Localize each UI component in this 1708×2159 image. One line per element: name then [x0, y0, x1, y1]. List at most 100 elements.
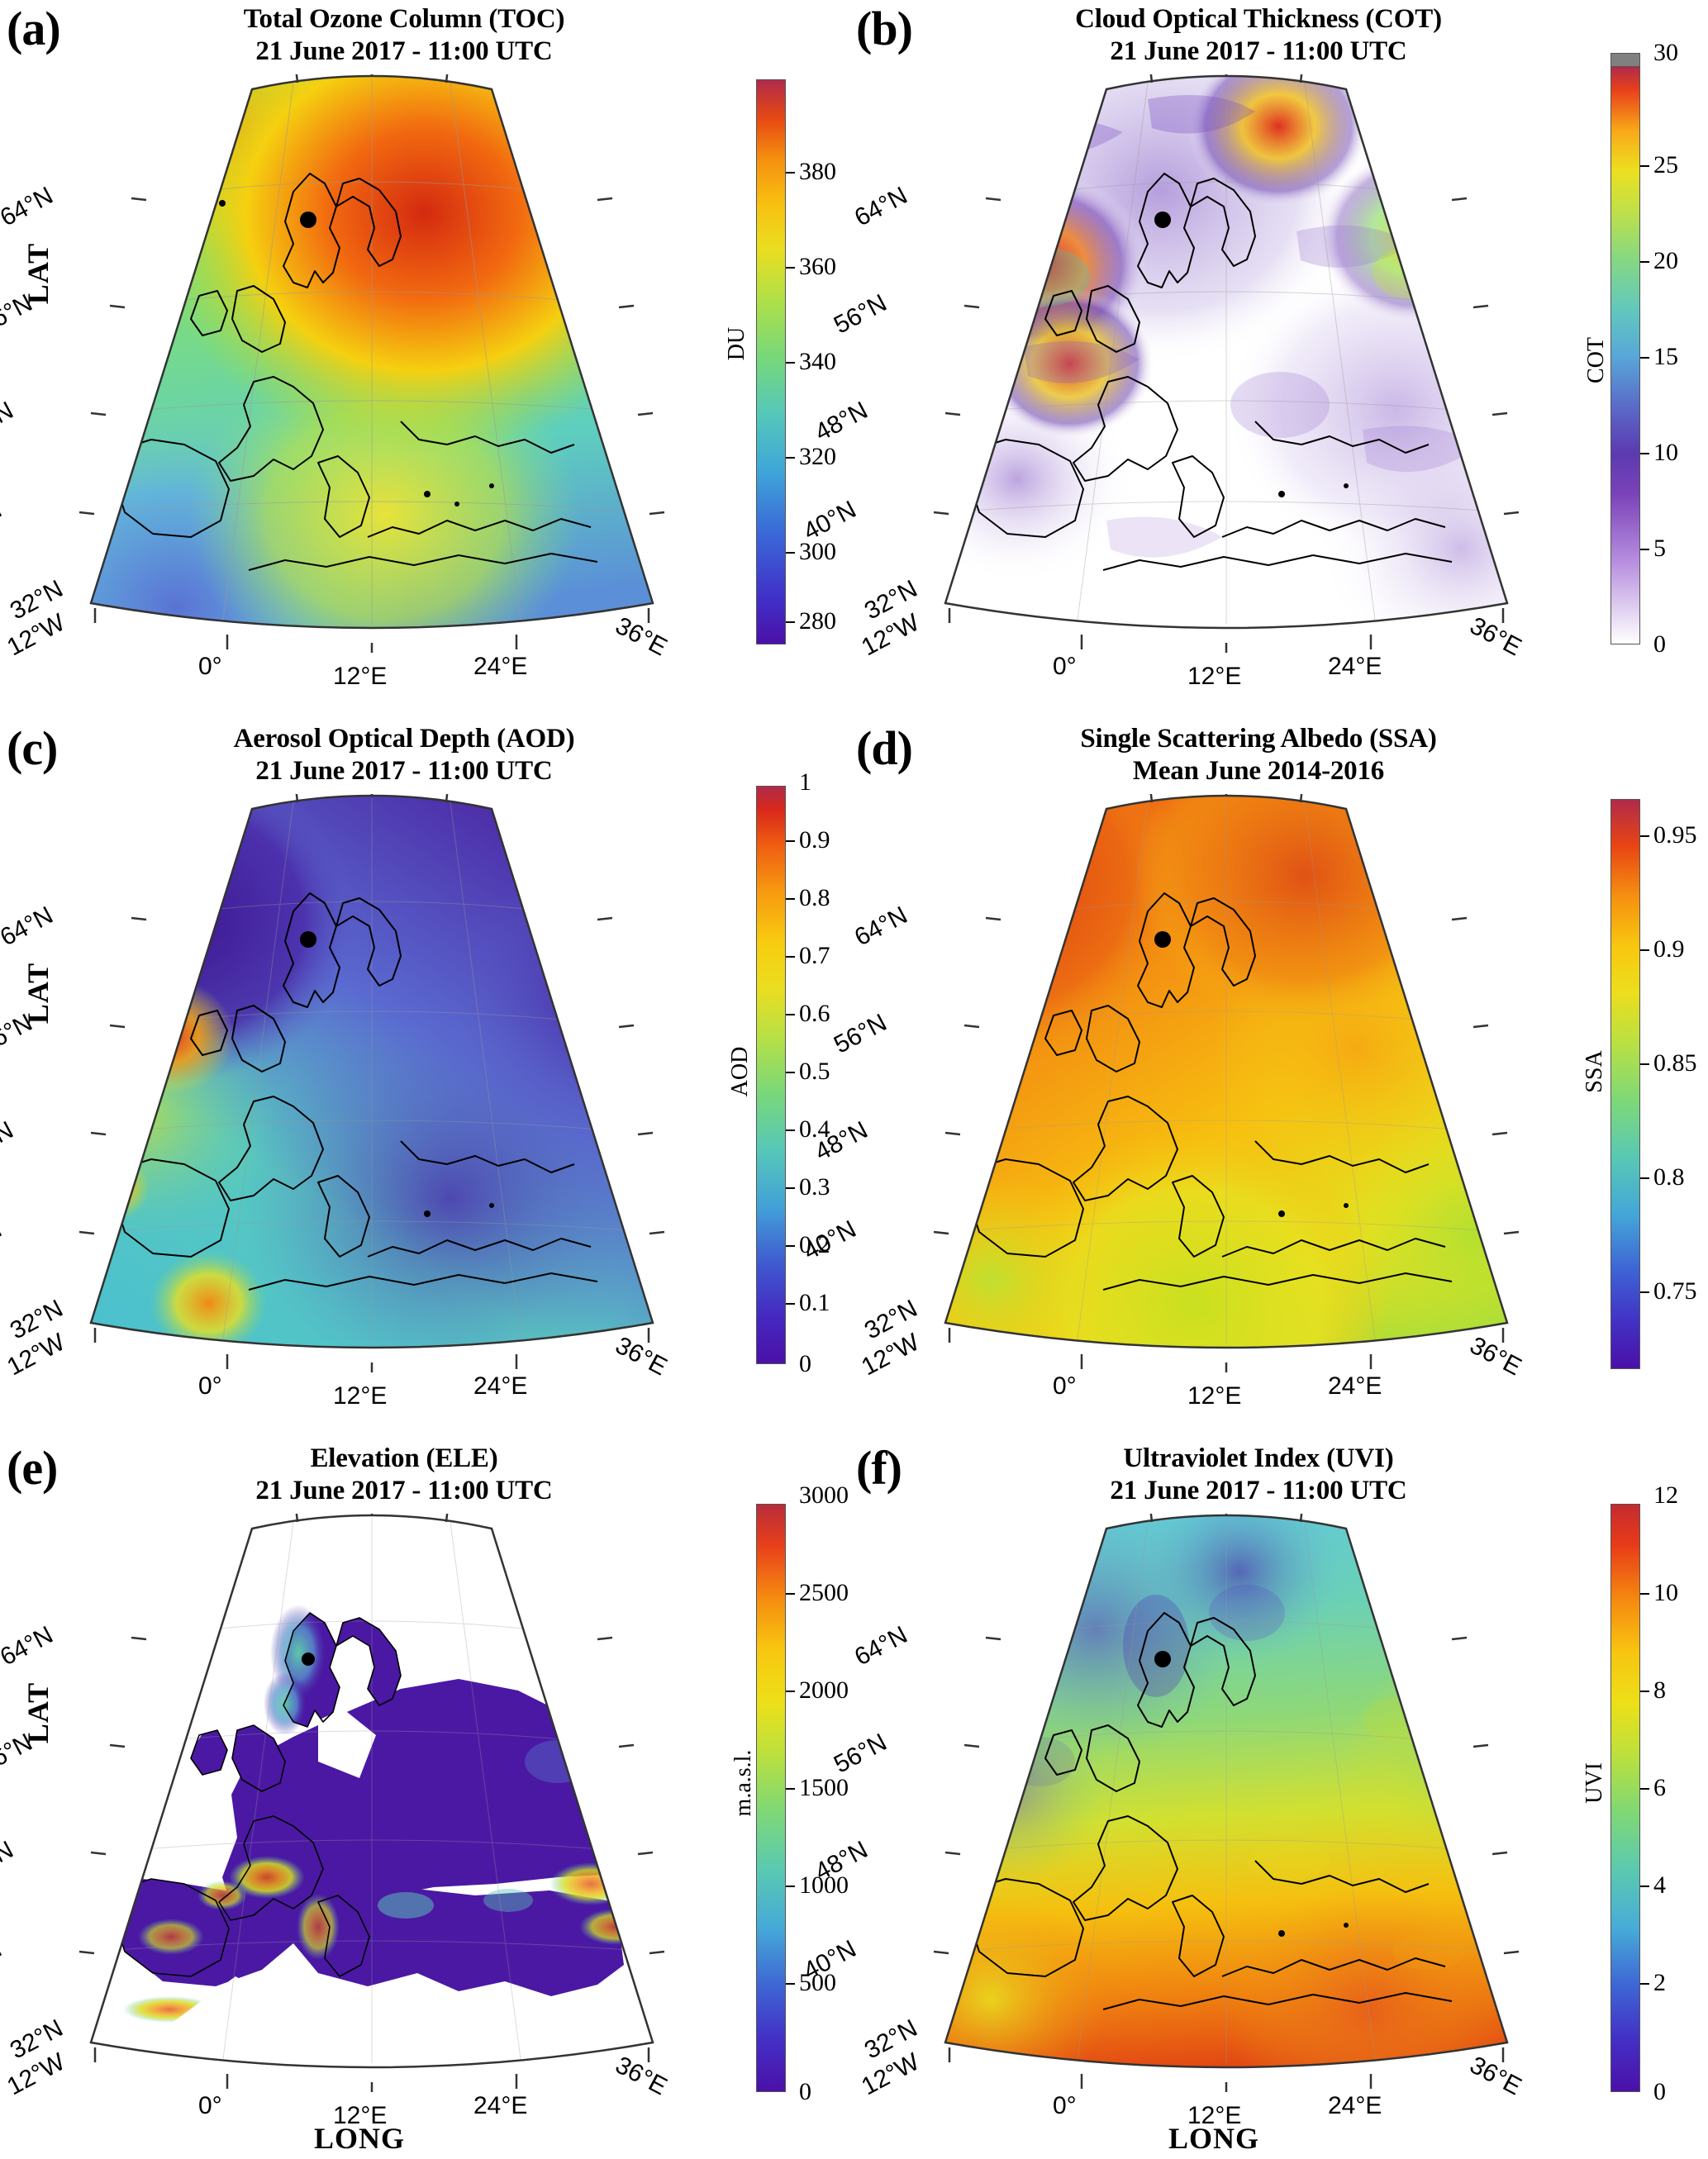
lon-tick-12w-c: 12°W	[2, 1328, 69, 1381]
lat-tick-40n-a: 40°N	[0, 495, 7, 546]
panel-b-cloud-optical-thickness: (b) Cloud Optical Thickness (COT) 21 Jun…	[799, 0, 1708, 720]
lon-tick-12w-b: 12°W	[857, 608, 924, 662]
panel-a-map-canvas	[45, 74, 698, 653]
cbar-b-tick-10: 10	[1640, 439, 1678, 467]
lon-tick-24e-e: 24°E	[473, 2092, 528, 2119]
lon-tick-0-b: 0°	[1053, 653, 1077, 680]
cbar-f-tick-2: 2	[1640, 1969, 1666, 1997]
panel-f-map: 64°N 56°N 48°N 40°N 32°N 12°W 0° 12°E 24…	[799, 1514, 1553, 2129]
panel-d-title: Single Scattering Albedo (SSA) Mean June…	[933, 723, 1584, 787]
lon-tick-24e-c: 24°E	[473, 1372, 528, 1400]
colorbar-d	[1610, 799, 1640, 1369]
colorbar-b-label: COT	[1583, 337, 1609, 383]
lon-tick-12e-e: 12°E	[333, 2102, 388, 2129]
lon-tick-24e-a: 24°E	[473, 653, 528, 680]
colorbar-c	[756, 786, 786, 1364]
lat-tick-40n-c: 40°N	[0, 1215, 7, 1266]
panel-b-title-line2: 21 June 2017 - 11:00 UTC	[1110, 36, 1407, 66]
cbar-c-tick-0-8: 0.8	[786, 884, 830, 912]
colorbar-f-label: UVI	[1582, 1762, 1607, 1804]
panel-b-title-line1: Cloud Optical Thickness (COT)	[1075, 4, 1442, 34]
lon-tick-0-d: 0°	[1053, 1372, 1077, 1400]
panel-d-map-canvas	[900, 794, 1553, 1372]
panel-d-title-line1: Single Scattering Albedo (SSA)	[1080, 724, 1437, 754]
cbar-d-tick-0-85: 0.85	[1640, 1049, 1697, 1077]
panel-letter-f: (f)	[856, 1441, 902, 1495]
lon-tick-12e-d: 12°E	[1187, 1382, 1242, 1410]
cbar-f-tick-12: 12	[1653, 1481, 1678, 1509]
axis-label-lat-c: LAT	[21, 962, 55, 1025]
panel-d-map: 64°N 56°N 48°N 40°N 32°N 12°W 0° 12°E 24…	[799, 794, 1553, 1410]
panel-e-title-line2: 21 June 2017 - 11:00 UTC	[255, 1475, 553, 1505]
lon-tick-12w-e: 12°W	[2, 2047, 69, 2101]
panel-e-map: 64°N 56°N 48°N 40°N 32°N 12°W 0° 12°E 24…	[0, 1514, 698, 2129]
panel-b-map: 64°N 56°N 48°N 40°N 32°N 12°W 0° 12°E 24…	[799, 74, 1553, 690]
cbar-a-tick-300: 300	[786, 538, 836, 566]
colorbar-c-label: AOD	[727, 1046, 753, 1097]
cbar-f-tick-8: 8	[1640, 1676, 1666, 1705]
cbar-f-tick-6: 6	[1640, 1774, 1666, 1802]
panel-e-map-canvas	[45, 1514, 698, 2092]
panel-letter-a: (a)	[7, 2, 61, 55]
lon-tick-24e-d: 24°E	[1328, 1372, 1382, 1400]
panel-b-title: Cloud Optical Thickness (COT) 21 June 20…	[933, 3, 1584, 68]
colorbar-a-label: DU	[724, 326, 749, 361]
panel-letter-e: (e)	[7, 1441, 58, 1495]
panel-letter-d: (d)	[856, 721, 913, 775]
panel-d-title-line2: Mean June 2014-2016	[1132, 755, 1385, 786]
cbar-b-tick-5: 5	[1640, 535, 1666, 563]
cbar-c-tick-0-5: 0.5	[786, 1058, 830, 1086]
cbar-f-tick-0: 0	[1653, 2078, 1666, 2105]
cbar-a-tick-360: 360	[786, 253, 836, 281]
panel-c-aerosol-optical-depth: (c) Aerosol Optical Depth (AOD) 21 June …	[0, 720, 854, 1439]
cbar-c-tick-1: 1	[799, 768, 811, 796]
panel-c-title-line2: 21 June 2017 - 11:00 UTC	[255, 755, 553, 786]
colorbar-f	[1610, 1504, 1640, 2092]
panel-f-title: Ultraviolet Index (UVI) 21 June 2017 - 1…	[933, 1443, 1584, 1507]
cbar-d-tick-0-9: 0.9	[1640, 935, 1685, 963]
panel-f-ultraviolet-index: (f) Ultraviolet Index (UVI) 21 June 2017…	[799, 1439, 1708, 2159]
panel-letter-b: (b)	[856, 2, 913, 55]
panel-a-title: Total Ozone Column (TOC) 21 June 2017 - …	[79, 3, 730, 68]
colorbar-e-label: m.a.s.l.	[730, 1749, 756, 1817]
cbar-e-tick-3000: 3000	[799, 1481, 849, 1509]
panel-e-title: Elevation (ELE) 21 June 2017 - 11:00 UTC	[79, 1443, 730, 1507]
cbar-c-tick-0-9: 0.9	[786, 826, 830, 854]
cbar-b-tick-20: 20	[1640, 247, 1678, 275]
lon-tick-24e-b: 24°E	[1328, 653, 1382, 680]
cbar-f-tick-10: 10	[1640, 1579, 1678, 1607]
lon-tick-0-e: 0°	[198, 2092, 222, 2119]
cbar-b-tick-25: 25	[1640, 151, 1678, 179]
panel-letter-c: (c)	[7, 721, 58, 775]
lon-tick-12e-f: 12°E	[1187, 2102, 1242, 2129]
cbar-d-tick-0-8: 0.8	[1640, 1163, 1685, 1191]
cbar-c-tick-0-2: 0.2	[786, 1231, 830, 1259]
lon-tick-0-a: 0°	[198, 653, 222, 680]
panel-e-elevation: (e) Elevation (ELE) 21 June 2017 - 11:00…	[0, 1439, 854, 2159]
panel-f-map-canvas	[900, 1514, 1553, 2092]
lat-tick-40n-e: 40°N	[0, 1934, 7, 1985]
panel-a-title-line1: Total Ozone Column (TOC)	[243, 4, 565, 34]
panel-c-title: Aerosol Optical Depth (AOD) 21 June 2017…	[79, 723, 730, 787]
cbar-a-tick-340: 340	[786, 348, 836, 376]
colorbar-b-over-swatch	[1610, 53, 1640, 66]
cbar-c-tick-0-3: 0.3	[786, 1173, 830, 1201]
lon-tick-0-c: 0°	[198, 1372, 222, 1400]
panel-c-title-line1: Aerosol Optical Depth (AOD)	[233, 724, 575, 754]
lon-tick-0-f: 0°	[1053, 2092, 1077, 2119]
cbar-e-tick-500: 500	[786, 1969, 836, 1997]
cbar-c-tick-0: 0	[799, 1350, 811, 1377]
cbar-f-tick-4: 4	[1640, 1871, 1666, 1900]
cbar-b-tick-0: 0	[1653, 630, 1666, 658]
colorbar-b	[1610, 66, 1640, 644]
cbar-a-tick-320: 320	[786, 443, 836, 471]
cbar-e-tick-0: 0	[799, 2078, 811, 2105]
lon-tick-12e-b: 12°E	[1187, 663, 1242, 690]
cbar-d-tick-0-75: 0.75	[1640, 1277, 1697, 1305]
colorbar-e	[756, 1504, 786, 2092]
cbar-e-tick-1000: 1000	[786, 1871, 849, 1900]
panel-f-title-line1: Ultraviolet Index (UVI)	[1123, 1443, 1394, 1473]
panel-e-title-line1: Elevation (ELE)	[310, 1443, 498, 1473]
lat-tick-48n-a: 48°N	[0, 396, 18, 447]
